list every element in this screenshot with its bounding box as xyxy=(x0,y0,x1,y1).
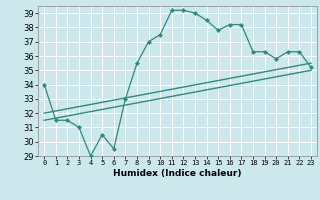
X-axis label: Humidex (Indice chaleur): Humidex (Indice chaleur) xyxy=(113,169,242,178)
